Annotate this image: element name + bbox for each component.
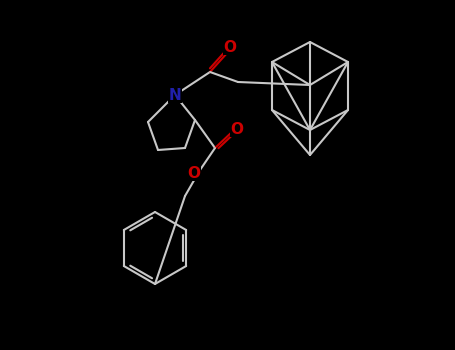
Text: O: O — [231, 121, 243, 136]
Text: O: O — [187, 166, 201, 181]
Text: N: N — [169, 88, 182, 103]
Text: O: O — [223, 40, 237, 55]
